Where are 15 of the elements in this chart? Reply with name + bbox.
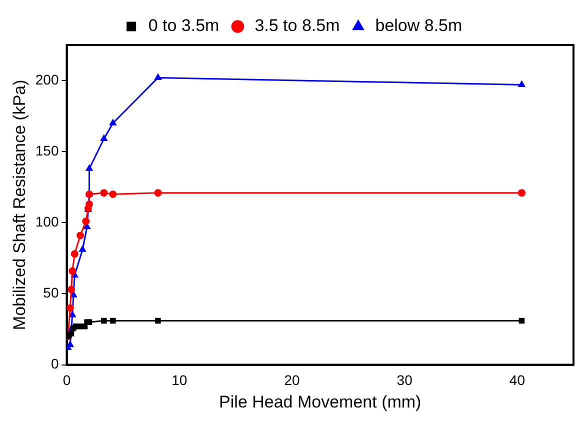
x-tick-label: 20 [284, 372, 300, 388]
y-tick-label: 0 [50, 356, 59, 372]
y-tick-label: 200 [35, 71, 59, 88]
y-tick-label: 150 [35, 142, 59, 158]
legend-label: below 8.5m [375, 16, 462, 36]
x-axis-title: Pile Head Movement (mm) [219, 392, 422, 412]
y-axis-title: Mobilized Shaft Resistance (kPa) [10, 80, 29, 330]
x-tick-label: 30 [396, 372, 413, 388]
y-tick-label: 100 [35, 214, 59, 230]
x-tick-label: 0 [62, 372, 71, 388]
x-tick-label: 40 [509, 372, 526, 388]
y-tick-label: 50 [43, 284, 59, 301]
x-tick-label: 10 [172, 372, 188, 388]
legend-label: 0 to 3.5m [148, 16, 220, 36]
legend-label: 3.5 to 8.5m [254, 16, 340, 36]
